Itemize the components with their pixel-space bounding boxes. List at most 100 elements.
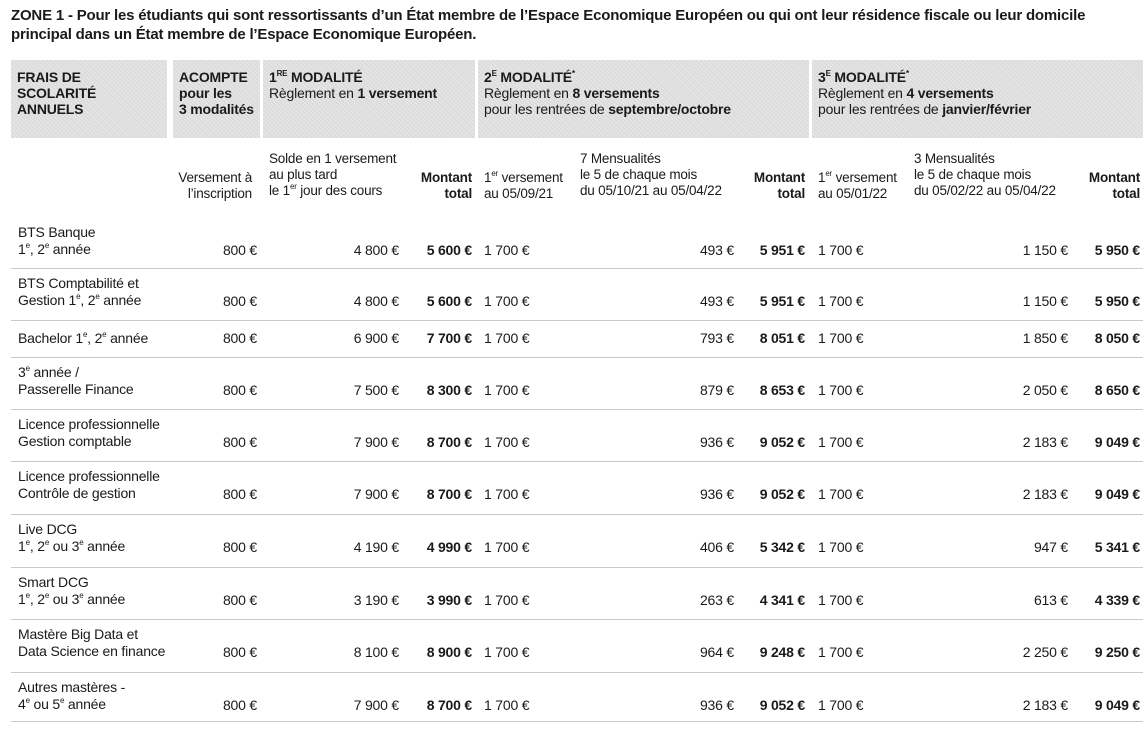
cell-m2-first: 1 700 €	[484, 592, 530, 608]
cell-total2: 5 342 €	[759, 539, 806, 555]
cell-m2-mens: 493 €	[699, 293, 734, 309]
cell-total2: 9 052 €	[759, 434, 806, 450]
header-m2-title: 2E MODALITÉ*	[484, 69, 575, 85]
table-row	[11, 321, 1143, 358]
cell-acompte: 800 €	[222, 486, 257, 502]
subheader-versement: Versement à l’inscription	[178, 170, 252, 201]
cell-total3: 9 049 €	[1094, 486, 1141, 502]
header-m3-line1: Règlement en 4 versements	[818, 85, 994, 101]
cell-m3-first: 1 700 €	[818, 486, 864, 502]
cell-m3-first: 1 700 €	[818, 644, 864, 660]
cell-acompte: 800 €	[222, 330, 257, 346]
table-row	[11, 358, 1143, 410]
subheader-m3-first: 1er versement au 05/01/22	[818, 169, 897, 202]
header-frais-line2: SCOLARITÉ ANNUELS	[17, 85, 97, 117]
header-modalite-2: 2E MODALITÉ* Règlement en 8 versements p…	[478, 60, 809, 138]
cell-m3-first: 1 700 €	[818, 434, 864, 450]
cell-solde: 4 800 €	[353, 242, 400, 258]
cell-m2-first: 1 700 €	[484, 330, 530, 346]
cell-m2-mens: 936 €	[699, 697, 734, 713]
cell-m3-mens: 1 150 €	[1022, 242, 1069, 258]
cell-solde: 6 900 €	[353, 330, 400, 346]
header-m2-line1: Règlement en 8 versements	[484, 85, 660, 101]
subheader-m2-mensualites: 7 Mensualités le 5 de chaque mois du 05/…	[580, 151, 722, 198]
subheader-montant-1: Montant total	[420, 170, 472, 201]
cell-m2-first: 1 700 €	[484, 539, 530, 555]
cell-total3: 8 650 €	[1094, 382, 1141, 398]
row-label: Licence professionnelle Gestion comptable	[18, 416, 160, 449]
header-modalite-3: 3E MODALITÉ* Règlement en 4 versements p…	[812, 60, 1143, 138]
cell-total2: 5 951 €	[759, 293, 806, 309]
cell-acompte: 800 €	[222, 434, 257, 450]
cell-m3-mens: 947 €	[1033, 539, 1068, 555]
cell-total3: 5 950 €	[1094, 242, 1141, 258]
table-row	[11, 218, 1143, 269]
cell-solde: 7 900 €	[353, 697, 400, 713]
table-row	[11, 462, 1143, 515]
cell-total1: 4 990 €	[426, 539, 473, 555]
table-row	[11, 620, 1143, 673]
cell-m3-first: 1 700 €	[818, 382, 864, 398]
cell-acompte: 800 €	[222, 382, 257, 398]
cell-m2-mens: 406 €	[699, 539, 734, 555]
cell-m2-mens: 879 €	[699, 382, 734, 398]
row-label: Smart DCG 1e, 2e ou 3e année	[18, 574, 126, 607]
row-label: BTS Banque 1e, 2e année	[18, 224, 96, 257]
cell-m2-first: 1 700 €	[484, 644, 530, 660]
subheader-montant-2: Montant total	[753, 170, 805, 201]
cell-total2: 4 341 €	[759, 592, 806, 608]
cell-m2-mens: 493 €	[699, 242, 734, 258]
cell-total1: 8 700 €	[426, 697, 473, 713]
row-label: Mastère Big Data et Data Science en finan…	[18, 626, 166, 659]
page-title: ZONE 1 - Pour les étudiants qui sont res…	[11, 7, 1086, 43]
cell-acompte: 800 €	[222, 592, 257, 608]
cell-m2-first: 1 700 €	[484, 434, 530, 450]
subheader-m3-mensualites: 3 Mensualités le 5 de chaque mois du 05/…	[914, 151, 1056, 198]
cell-total1: 8 700 €	[426, 486, 473, 502]
cell-total2: 9 248 €	[759, 644, 806, 660]
cell-m2-first: 1 700 €	[484, 486, 530, 502]
cell-m3-mens: 2 250 €	[1022, 644, 1069, 660]
header-m1-title: 1RE MODALITÉ	[269, 69, 363, 85]
table-row	[11, 568, 1143, 620]
cell-m3-mens: 1 150 €	[1022, 293, 1069, 309]
cell-m2-first: 1 700 €	[484, 382, 530, 398]
cell-m3-mens: 2 183 €	[1022, 697, 1069, 713]
cell-m3-first: 1 700 €	[818, 592, 864, 608]
cell-acompte: 800 €	[222, 242, 257, 258]
cell-solde: 4 800 €	[353, 293, 400, 309]
row-label: 3e année / Passerelle Finance	[18, 364, 134, 397]
subheader-solde: Solde en 1 versement au plus tard le 1er…	[269, 151, 397, 198]
header-m1-line1: Règlement en 1 versement	[269, 85, 437, 101]
header-modalite-1: 1RE MODALITÉ Règlement en 1 versement	[263, 60, 475, 138]
cell-total1: 7 700 €	[426, 330, 473, 346]
cell-acompte: 800 €	[222, 697, 257, 713]
cell-total2: 8 051 €	[759, 330, 806, 346]
row-label: BTS Comptabilité et Gestion 1e, 2e année	[18, 275, 142, 308]
cell-m3-first: 1 700 €	[818, 697, 864, 713]
cell-total3: 9 250 €	[1094, 644, 1141, 660]
header-acompte-line2: pour les	[179, 85, 232, 101]
cell-m2-first: 1 700 €	[484, 293, 530, 309]
cell-solde: 3 190 €	[353, 592, 400, 608]
cell-total1: 5 600 €	[426, 293, 473, 309]
cell-solde: 7 900 €	[353, 434, 400, 450]
cell-total1: 8 700 €	[426, 434, 473, 450]
row-label: Bachelor 1e, 2e année	[18, 330, 149, 346]
cell-total3: 9 049 €	[1094, 697, 1141, 713]
cell-m3-first: 1 700 €	[818, 539, 864, 555]
cell-m2-first: 1 700 €	[484, 697, 530, 713]
cell-total1: 8 300 €	[426, 382, 473, 398]
cell-m3-mens: 2 183 €	[1022, 434, 1069, 450]
header-m2-line2: pour les rentrées de septembre/octobre	[484, 101, 731, 117]
table-row	[11, 410, 1143, 462]
cell-total1: 5 600 €	[426, 242, 473, 258]
header-acompte-line3: 3 modalités	[179, 101, 254, 117]
cell-total3: 8 050 €	[1094, 330, 1141, 346]
cell-m3-mens: 2 050 €	[1022, 382, 1069, 398]
cell-m3-first: 1 700 €	[818, 293, 864, 309]
row-label: Licence professionnelle Contrôle de gesti…	[18, 468, 160, 501]
cell-total3: 5 341 €	[1094, 539, 1141, 555]
header-m3-title: 3E MODALITÉ*	[818, 69, 909, 85]
cell-m2-mens: 936 €	[699, 434, 734, 450]
